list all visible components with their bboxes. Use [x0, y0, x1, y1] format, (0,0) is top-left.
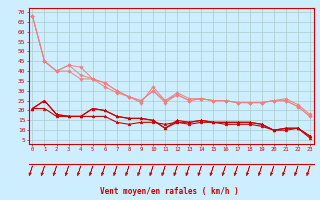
- Text: Vent moyen/en rafales ( km/h ): Vent moyen/en rafales ( km/h ): [100, 187, 239, 196]
